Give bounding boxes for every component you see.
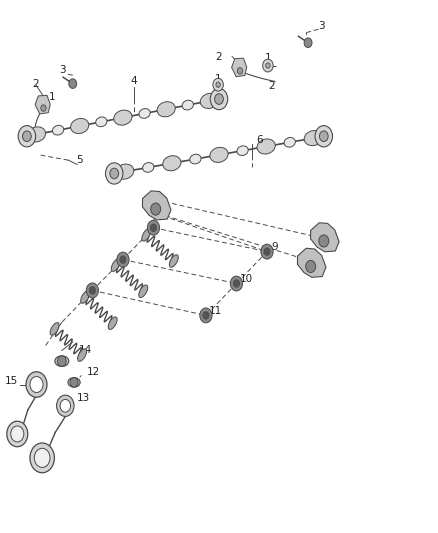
Ellipse shape	[28, 127, 46, 142]
Ellipse shape	[163, 156, 181, 171]
Text: 8: 8	[311, 249, 317, 259]
Ellipse shape	[111, 259, 120, 271]
Ellipse shape	[200, 93, 219, 108]
Text: 1: 1	[49, 92, 56, 102]
Polygon shape	[35, 95, 50, 114]
Text: 1: 1	[265, 53, 271, 63]
Ellipse shape	[55, 356, 69, 367]
Text: 4: 4	[131, 77, 137, 86]
Ellipse shape	[257, 139, 275, 154]
Ellipse shape	[71, 118, 89, 134]
Text: 11: 11	[208, 306, 222, 316]
Circle shape	[89, 287, 95, 294]
Text: 2: 2	[32, 79, 39, 89]
Circle shape	[30, 376, 43, 392]
Text: 1: 1	[215, 75, 222, 84]
Ellipse shape	[157, 102, 175, 117]
Text: 7: 7	[324, 228, 330, 238]
Polygon shape	[232, 58, 247, 77]
Ellipse shape	[210, 147, 228, 163]
Circle shape	[263, 59, 273, 72]
Ellipse shape	[116, 164, 134, 179]
Text: 6: 6	[256, 135, 262, 145]
Circle shape	[86, 283, 99, 298]
Text: 10: 10	[240, 274, 253, 284]
Text: 3: 3	[60, 65, 66, 75]
Circle shape	[200, 308, 212, 323]
Circle shape	[120, 256, 126, 263]
Ellipse shape	[50, 322, 59, 335]
Circle shape	[26, 372, 47, 397]
Circle shape	[266, 63, 270, 68]
Polygon shape	[142, 191, 171, 220]
Text: 2: 2	[268, 81, 275, 91]
Text: 2: 2	[215, 52, 222, 62]
Ellipse shape	[170, 255, 178, 267]
Text: 16: 16	[32, 447, 46, 456]
Circle shape	[110, 168, 119, 179]
Text: 14: 14	[78, 345, 92, 356]
Circle shape	[106, 163, 123, 184]
Circle shape	[11, 426, 24, 442]
Circle shape	[34, 448, 50, 467]
Ellipse shape	[142, 229, 151, 241]
Circle shape	[264, 248, 270, 255]
Circle shape	[18, 126, 35, 147]
Circle shape	[261, 244, 273, 259]
Circle shape	[210, 88, 228, 110]
Text: 5: 5	[76, 155, 83, 165]
Ellipse shape	[95, 117, 107, 127]
Circle shape	[304, 38, 312, 47]
Ellipse shape	[182, 100, 194, 110]
Circle shape	[216, 82, 220, 87]
Circle shape	[319, 235, 329, 247]
Circle shape	[57, 356, 66, 367]
Ellipse shape	[304, 131, 322, 146]
Ellipse shape	[284, 138, 295, 147]
Ellipse shape	[139, 285, 148, 297]
Circle shape	[30, 443, 54, 473]
Text: 15: 15	[5, 376, 18, 386]
Circle shape	[57, 395, 74, 416]
Polygon shape	[297, 248, 326, 277]
Circle shape	[41, 105, 46, 111]
Circle shape	[22, 131, 31, 142]
Circle shape	[148, 220, 159, 235]
Circle shape	[70, 377, 78, 387]
Circle shape	[7, 421, 28, 447]
Text: 13: 13	[77, 393, 90, 403]
Ellipse shape	[143, 163, 154, 172]
Circle shape	[213, 78, 223, 91]
Circle shape	[233, 280, 240, 287]
Circle shape	[60, 399, 71, 412]
Ellipse shape	[108, 317, 117, 329]
Ellipse shape	[237, 146, 248, 156]
Circle shape	[150, 224, 156, 231]
Text: 9: 9	[272, 243, 278, 252]
Polygon shape	[311, 223, 339, 252]
Ellipse shape	[190, 154, 201, 164]
Circle shape	[215, 94, 223, 104]
Circle shape	[203, 312, 209, 319]
Circle shape	[237, 68, 243, 74]
Circle shape	[319, 131, 328, 142]
Ellipse shape	[68, 377, 80, 387]
Ellipse shape	[81, 290, 90, 303]
Ellipse shape	[78, 349, 87, 361]
Circle shape	[117, 252, 129, 267]
Ellipse shape	[114, 110, 132, 125]
Ellipse shape	[139, 109, 150, 118]
Text: 3: 3	[318, 21, 325, 31]
Ellipse shape	[53, 125, 64, 135]
Circle shape	[151, 203, 161, 215]
Circle shape	[306, 261, 316, 272]
Circle shape	[69, 79, 77, 88]
Text: 12: 12	[87, 367, 100, 377]
Circle shape	[230, 276, 243, 291]
Circle shape	[315, 126, 332, 147]
